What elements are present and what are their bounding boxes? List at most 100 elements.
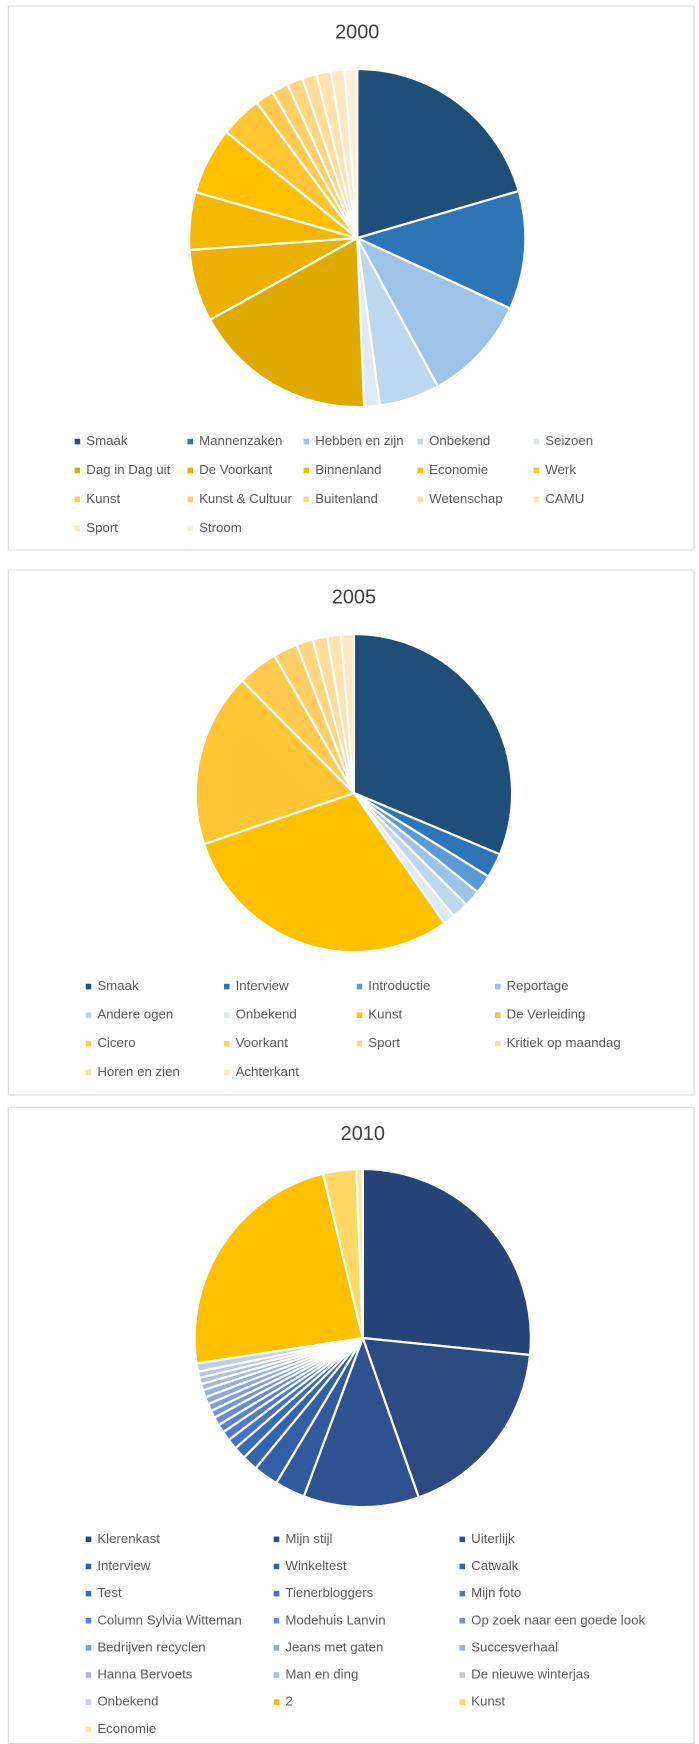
legend-swatch xyxy=(223,983,230,990)
legend-swatch xyxy=(459,1563,466,1570)
legend-swatch xyxy=(303,438,310,445)
legend-label: CAMU xyxy=(545,491,584,506)
legend-swatch xyxy=(223,1069,230,1076)
pie-slice xyxy=(361,1167,532,1357)
legend-label: De Voorkant xyxy=(199,462,272,477)
legend-label: Sport xyxy=(368,1035,400,1050)
legend-swatch xyxy=(273,1590,280,1597)
legend-label: Introductie xyxy=(368,978,430,993)
legend-label: Werk xyxy=(545,462,576,477)
legend-swatch xyxy=(85,1040,92,1047)
legend-swatch xyxy=(85,1617,92,1624)
legend-label: Uiterlijk xyxy=(471,1531,515,1546)
legend-label: Succesverhaal xyxy=(471,1639,558,1654)
legend-swatch xyxy=(85,1672,92,1678)
legend-label: Mijn stijl xyxy=(285,1531,332,1546)
legend-swatch xyxy=(187,496,193,503)
legend-swatch xyxy=(85,1699,92,1705)
legend-swatch xyxy=(459,1536,466,1543)
legend-label: De nieuwe winterjas xyxy=(471,1667,590,1682)
legend-label: Interview xyxy=(97,1558,150,1573)
legend-swatch xyxy=(533,467,540,474)
legend-swatch xyxy=(273,1672,280,1678)
pie-slice xyxy=(194,678,356,846)
legend-swatch xyxy=(187,525,193,532)
legend-swatch xyxy=(459,1672,466,1678)
legend-swatch xyxy=(459,1590,466,1597)
legend-swatch xyxy=(74,525,81,532)
legend-swatch xyxy=(85,1536,92,1543)
legend-swatch xyxy=(85,1069,92,1076)
legend-swatch xyxy=(459,1617,466,1624)
pie-slice xyxy=(202,791,447,954)
legend-swatch xyxy=(74,438,81,445)
legend-label: Hebben en zijn xyxy=(315,433,403,448)
legend-label: Binnenland xyxy=(315,462,381,477)
legend-label: Jeans met gaten xyxy=(285,1639,383,1654)
legend-label: Wetenschap xyxy=(429,491,502,506)
legend-label: Economie xyxy=(429,462,488,477)
legend-swatch xyxy=(303,467,310,474)
legend-label: Interview xyxy=(236,978,289,993)
legend-label: Op zoek naar een goede look xyxy=(471,1612,645,1627)
legend-swatch xyxy=(273,1699,280,1705)
chart-title: 2000 xyxy=(335,22,379,44)
legend-label: Kunst xyxy=(471,1694,505,1709)
pie-slice xyxy=(354,235,512,388)
pie-slice xyxy=(208,236,366,409)
pie-slice xyxy=(356,67,521,240)
legend-label: Onbekend xyxy=(97,1694,158,1709)
pie-slice xyxy=(352,632,514,856)
legend-label: Stroom xyxy=(199,520,242,535)
legend-label: Hanna Bervoets xyxy=(97,1667,192,1682)
legend-swatch xyxy=(356,1012,363,1018)
legend-label: Onbekend xyxy=(236,1007,297,1022)
legend-swatch xyxy=(85,983,92,990)
legend-swatch xyxy=(459,1699,466,1705)
legend-swatch xyxy=(533,438,540,445)
legend-swatch xyxy=(494,1012,501,1018)
legend-label: Kunst xyxy=(368,1007,402,1022)
legend-label: Tienerbloggers xyxy=(285,1585,373,1600)
legend-label: Man en ding xyxy=(285,1667,358,1682)
legend-label: Smaak xyxy=(97,978,139,993)
legend-label: Kunst & Cultuur xyxy=(199,491,292,506)
legend-swatch xyxy=(494,1040,501,1047)
pie-slice xyxy=(302,1334,421,1509)
pie-slice xyxy=(343,67,359,239)
legend-label: Klerenkast xyxy=(97,1531,160,1546)
pie-slice xyxy=(361,1336,532,1499)
legend-swatch xyxy=(273,1645,280,1651)
legend-label: Kritiek op maandag xyxy=(507,1035,621,1050)
legend-swatch xyxy=(303,496,310,503)
legend-swatch xyxy=(459,1645,466,1651)
legend-label: Winkeltest xyxy=(285,1558,346,1573)
legend-swatch xyxy=(356,1040,363,1047)
legend-label: Sport xyxy=(86,520,118,535)
legend-swatch xyxy=(85,1726,92,1733)
legend-swatch xyxy=(187,438,193,445)
legend-label: Dag in Dag uit xyxy=(86,462,170,477)
legend-label: Column Sylvia Witteman xyxy=(97,1612,241,1627)
legend-label: Voorkant xyxy=(236,1035,289,1050)
legend-label: Buitenland xyxy=(315,491,378,506)
chart-title: 2010 xyxy=(341,1123,385,1145)
chart-title: 2005 xyxy=(332,587,376,609)
legend-label: Achterkant xyxy=(236,1064,300,1079)
legend-label: Catwalk xyxy=(471,1558,519,1573)
legend-swatch xyxy=(273,1617,280,1624)
legend-swatch xyxy=(74,496,81,503)
legend-label: Kunst xyxy=(86,491,120,506)
legend-label: Onbekend xyxy=(429,433,490,448)
legend-label: Andere ogen xyxy=(97,1007,173,1022)
legend-label: Horen en zien xyxy=(97,1064,180,1079)
legend-swatch xyxy=(417,467,424,474)
legend-swatch xyxy=(533,496,540,503)
legend-label: Bedrijven recyclen xyxy=(97,1639,205,1654)
legend-label: Smaak xyxy=(86,433,128,448)
legend-label: Test xyxy=(97,1585,122,1600)
legend-swatch xyxy=(273,1536,280,1543)
legend-label: Economie xyxy=(97,1721,156,1736)
